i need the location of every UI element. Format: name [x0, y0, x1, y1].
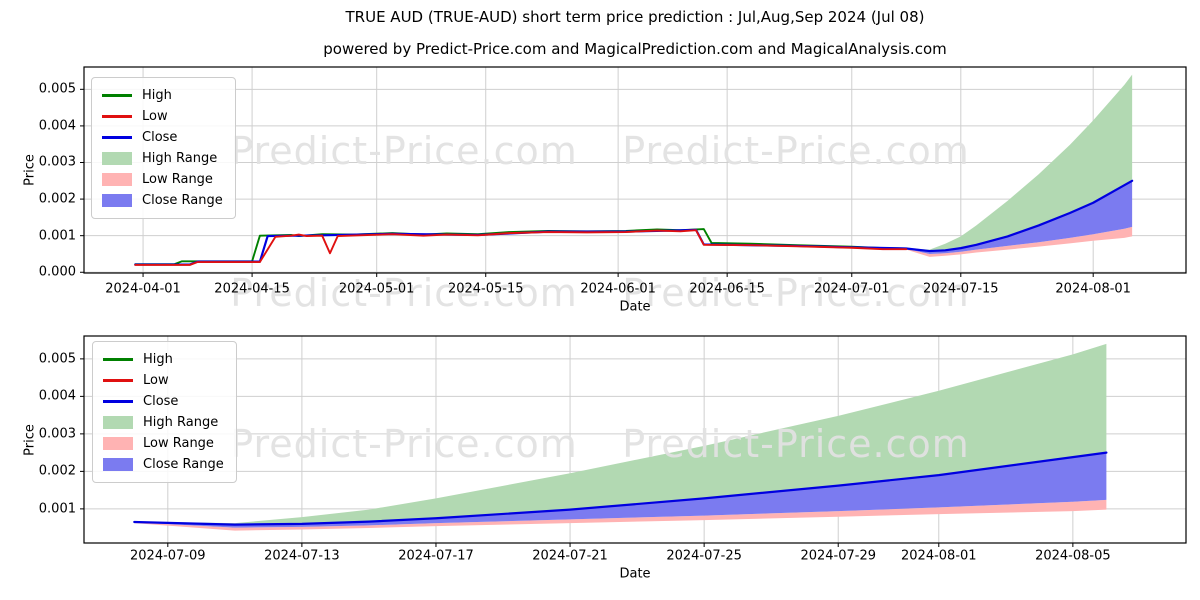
band-close-range — [134, 452, 1107, 528]
legend-label: Close — [143, 394, 179, 409]
legend-patch-swatch — [103, 458, 133, 471]
legend-item-close: Close — [102, 127, 223, 148]
legend-item-low: Low — [103, 370, 224, 391]
line-low — [134, 229, 908, 266]
legend-patch-swatch — [102, 152, 132, 165]
line-close — [133, 451, 1108, 526]
legend-label: High — [142, 88, 172, 103]
legend-line-swatch — [102, 136, 132, 139]
plot-border — [83, 335, 1187, 544]
legend-label: Low — [142, 109, 168, 124]
legend-line-swatch — [102, 115, 132, 118]
legend-line-swatch — [102, 94, 132, 97]
legend-item-low: Low — [102, 106, 223, 127]
band-high-range — [134, 343, 1107, 525]
legend-line-swatch — [103, 379, 133, 382]
legend-item-low-range: Low Range — [103, 433, 224, 454]
band-low-range — [134, 499, 1107, 531]
legend-patch-swatch — [103, 437, 133, 450]
legend-bottom-chart: High Low Close High Range Low Range Close Ran… — [92, 341, 237, 483]
page-title: TRUE AUD (TRUE-AUD) short term price pre… — [345, 8, 925, 26]
legend-item-close-range: Close Range — [102, 190, 223, 211]
legend-label: High Range — [143, 415, 219, 430]
legend-item-high: High — [103, 349, 224, 370]
legend-patch-swatch — [103, 416, 133, 429]
legend-label: High — [143, 352, 173, 367]
legend-label: Close — [142, 130, 178, 145]
chart-0 — [80, 66, 1187, 277]
legend-top-chart: High Low Close High Range Low Range Close Ran… — [91, 77, 236, 219]
plot-border — [83, 66, 1187, 274]
legend-label: Close Range — [143, 457, 224, 472]
chart-1 — [80, 335, 1187, 547]
legend-item-high-range: High Range — [103, 412, 224, 433]
legend-item-high-range: High Range — [102, 148, 223, 169]
legend-label: Low — [143, 373, 169, 388]
legend-item-close-range: Close Range — [103, 454, 224, 475]
band-close-range — [906, 180, 1133, 254]
legend-label: High Range — [142, 151, 218, 166]
legend-item-high: High — [102, 85, 223, 106]
band-low-range — [906, 226, 1133, 257]
legend-item-close: Close — [103, 391, 224, 412]
legend-label: Low Range — [142, 172, 213, 187]
legend-label: Low Range — [143, 436, 214, 451]
legend-patch-swatch — [102, 173, 132, 186]
legend-line-swatch — [103, 358, 133, 361]
legend-line-swatch — [103, 400, 133, 403]
page-subtitle: powered by Predict-Price.com and Magical… — [323, 40, 947, 58]
legend-item-low-range: Low Range — [102, 169, 223, 190]
legend-label: Close Range — [142, 193, 223, 208]
band-high-range — [906, 74, 1133, 252]
legend-patch-swatch — [102, 194, 132, 207]
